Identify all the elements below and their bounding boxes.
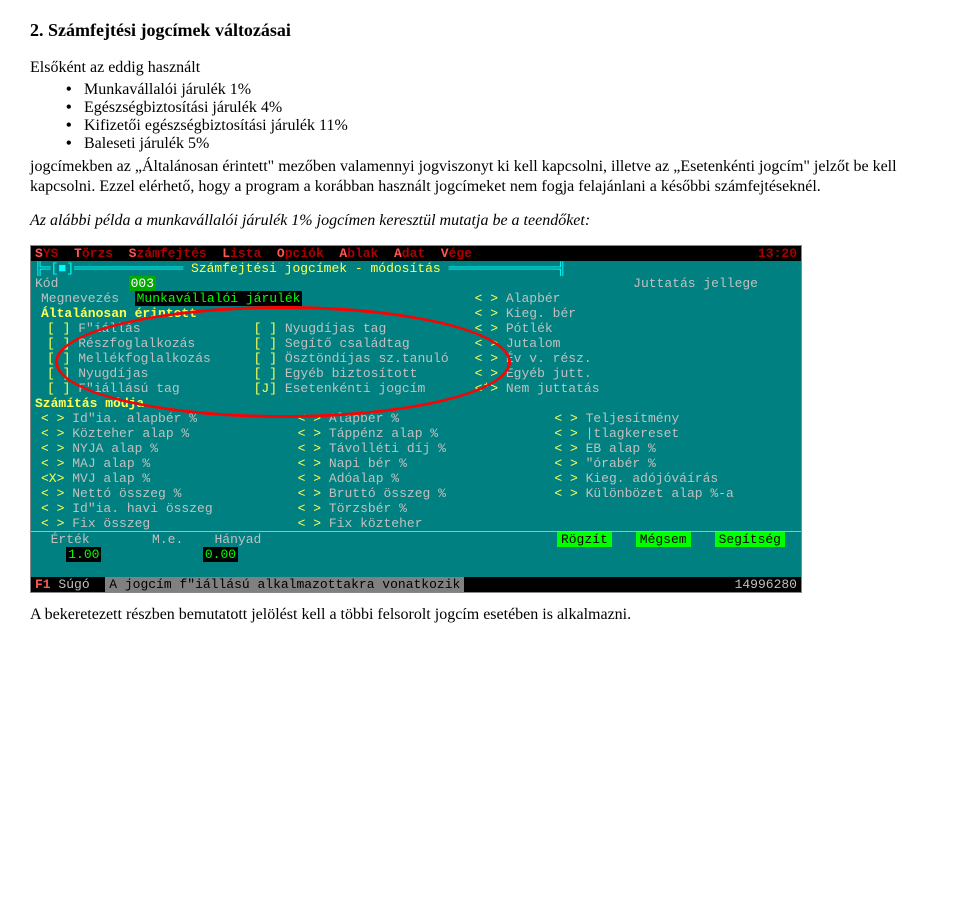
juttatas-option[interactable]: < > Pótlék: [471, 321, 795, 336]
me-label: M.e.: [152, 532, 183, 547]
page-heading: 2. Számfejtési jogcímek változásai: [30, 20, 930, 41]
option-item[interactable]: [ ] Nyugdíjas: [43, 366, 238, 381]
juttatas-option[interactable]: < > Kieg. bér: [471, 306, 795, 321]
intro-text: Elsőként az eddig használt: [30, 59, 930, 77]
juttatas-option[interactable]: < > Jutalom: [471, 336, 795, 351]
kod-input[interactable]: 003: [129, 276, 156, 291]
juttatas-label: Juttatás jellege: [633, 276, 758, 291]
option-item[interactable]: < > Teljesítmény: [550, 411, 795, 426]
menu-item[interactable]: Vége: [441, 246, 488, 261]
menu-item[interactable]: Törzs: [74, 246, 129, 261]
option-item[interactable]: [ ] Részfoglalkozás: [43, 336, 238, 351]
ertek-label: Érték: [51, 532, 90, 547]
option-item[interactable]: [ ] Nyugdíjas tag: [250, 321, 453, 336]
footer-paragraph: A bekeretezett részben bemutatott jelölé…: [30, 605, 930, 625]
ertek-input[interactable]: 1.00: [66, 547, 101, 562]
megnevezes-row: Megnevezés Munkavállalói járulék: [37, 291, 459, 306]
bullet-item: Kifizetői egészségbiztosítási járulék 11…: [84, 117, 930, 135]
alt-erintett-label: Általánosan érintett: [37, 306, 459, 321]
option-item[interactable]: < > Különbözet alap %-a: [550, 486, 795, 501]
option-item[interactable]: < > Id"ia. havi összeg: [37, 501, 282, 516]
option-item[interactable]: < > |tlagkereset: [550, 426, 795, 441]
option-item[interactable]: < > MAJ alap %: [37, 456, 282, 471]
kod-row: Kód 003 Juttatás jellege: [31, 276, 801, 291]
option-item[interactable]: < > Közteher alap %: [37, 426, 282, 441]
option-item[interactable]: < > "órabér %: [550, 456, 795, 471]
option-item[interactable]: < > Fix összeg: [37, 516, 282, 531]
menu-item[interactable]: Számfejtés: [129, 246, 223, 261]
menu-item[interactable]: Opciók: [277, 246, 339, 261]
status-memory: 14996280: [735, 577, 797, 592]
juttatas-option[interactable]: < > Egyéb jutt.: [471, 366, 795, 381]
option-item[interactable]: [ ] Segítő családtag: [250, 336, 453, 351]
option-item[interactable]: [ ] Ösztöndíjas sz.tanuló: [250, 351, 453, 366]
dos-screenshot: SYS Törzs Számfejtés Lista Opciók Ablak …: [30, 245, 802, 593]
option-item[interactable]: < > Fix közteher: [294, 516, 539, 531]
status-hint: A jogcím f"iállású alkalmazottakra vonat…: [105, 577, 464, 592]
clock: 13:20: [758, 246, 797, 261]
option-item[interactable]: < > Napi bér %: [294, 456, 539, 471]
menu-item[interactable]: Ablak: [339, 246, 394, 261]
option-item[interactable]: [J] Esetenkénti jogcím: [250, 381, 453, 396]
status-bar: F1 Súgó A jogcím f"iállású alkalmazottak…: [31, 577, 801, 592]
bullet-item: Egészségbiztosítási járulék 4%: [84, 99, 930, 117]
option-item[interactable]: < > Id"ia. alapbér %: [37, 411, 282, 426]
bullet-item: Munkavállalói járulék 1%: [84, 81, 930, 99]
option-item[interactable]: < > Adóalap %: [294, 471, 539, 486]
option-item[interactable]: [ ] Mellékfoglalkozás: [43, 351, 238, 366]
option-item[interactable]: < > Táppénz alap %: [294, 426, 539, 441]
juttatas-option[interactable]: <*> Nem juttatás: [471, 381, 795, 396]
option-item[interactable]: [ ] Egyéb biztosított: [250, 366, 453, 381]
option-item[interactable]: [ ] F"iállású tag: [43, 381, 238, 396]
option-item[interactable]: < > Törzsbér %: [294, 501, 539, 516]
option-item[interactable]: < > Távolléti díj %: [294, 441, 539, 456]
rogzit-button[interactable]: Rögzít: [557, 532, 612, 547]
megnevezes-input[interactable]: Munkavállalói járulék: [135, 291, 303, 306]
option-item[interactable]: <X> MVJ alap %: [37, 471, 282, 486]
paragraph-2: Az alábbi példa a munkavállalói járulék …: [30, 211, 930, 231]
option-item[interactable]: < > EB alap %: [550, 441, 795, 456]
bullet-item: Baleseti járulék 5%: [84, 135, 930, 153]
option-item[interactable]: < > Alapbér %: [294, 411, 539, 426]
option-item[interactable]: [ ] F"iállás: [43, 321, 238, 336]
menu-item[interactable]: Adat: [394, 246, 441, 261]
hanyad-input[interactable]: 0.00: [203, 547, 238, 562]
segitseg-button[interactable]: Segítség: [715, 532, 785, 547]
option-item[interactable]: < > Bruttó összeg %: [294, 486, 539, 501]
option-item[interactable]: < > Kieg. adójóváírás: [550, 471, 795, 486]
szamitas-label: Számítás módja: [31, 396, 801, 411]
paragraph-1: jogcímekben az „Általánosan érintett" me…: [30, 157, 930, 197]
window-title-bar: ╠═[■]══════════════ Számfejtési jogcímek…: [31, 261, 801, 276]
option-item[interactable]: < > NYJA alap %: [37, 441, 282, 456]
option-item[interactable]: < > Nettó összeg %: [37, 486, 282, 501]
bullet-list: Munkavállalói járulék 1%Egészségbiztosít…: [30, 81, 930, 153]
menu-item[interactable]: SYS: [35, 246, 74, 261]
menu-item[interactable]: Lista: [222, 246, 277, 261]
juttatas-option[interactable]: < > Év v. rész.: [471, 351, 795, 366]
hanyad-label: Hányad: [214, 532, 261, 547]
megsem-button[interactable]: Mégsem: [636, 532, 691, 547]
juttatas-option[interactable]: < > Alapbér: [471, 291, 795, 306]
menu-bar[interactable]: SYS Törzs Számfejtés Lista Opciók Ablak …: [31, 246, 801, 261]
